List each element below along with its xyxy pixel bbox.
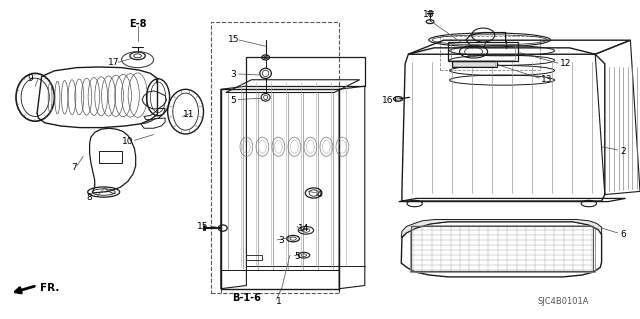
Bar: [451, 44, 515, 60]
Text: 2: 2: [621, 147, 627, 156]
Bar: [411, 226, 593, 271]
Text: 16: 16: [382, 96, 394, 105]
Text: 17: 17: [108, 58, 120, 67]
Text: 3: 3: [231, 70, 236, 79]
Bar: [448, 42, 518, 61]
Text: SJC4B0101A: SJC4B0101A: [538, 297, 589, 306]
Text: 15: 15: [196, 222, 208, 231]
Bar: [440, 36, 540, 70]
Text: 7: 7: [71, 163, 76, 172]
Text: 5: 5: [231, 96, 236, 105]
Text: 6: 6: [621, 230, 627, 239]
Text: 13: 13: [541, 75, 552, 84]
Text: 5: 5: [294, 252, 300, 261]
Text: FR.: FR.: [40, 283, 59, 293]
Text: 9: 9: [28, 74, 33, 83]
Bar: [452, 61, 497, 67]
Bar: [211, 22, 339, 293]
Text: 1: 1: [276, 297, 281, 306]
Text: 14: 14: [298, 224, 309, 233]
Bar: [410, 225, 595, 272]
Bar: [99, 151, 122, 163]
Bar: [453, 62, 495, 66]
Text: 15: 15: [228, 35, 239, 44]
Text: B-1-6: B-1-6: [232, 293, 261, 303]
Text: 4: 4: [317, 190, 323, 199]
Polygon shape: [401, 219, 602, 238]
Text: 3: 3: [278, 236, 284, 245]
Text: 11: 11: [183, 110, 195, 119]
Text: 12: 12: [560, 59, 572, 68]
Text: 10: 10: [122, 137, 134, 146]
Text: 8: 8: [87, 193, 92, 202]
Text: E-8: E-8: [129, 19, 147, 29]
Text: 18: 18: [423, 10, 435, 19]
